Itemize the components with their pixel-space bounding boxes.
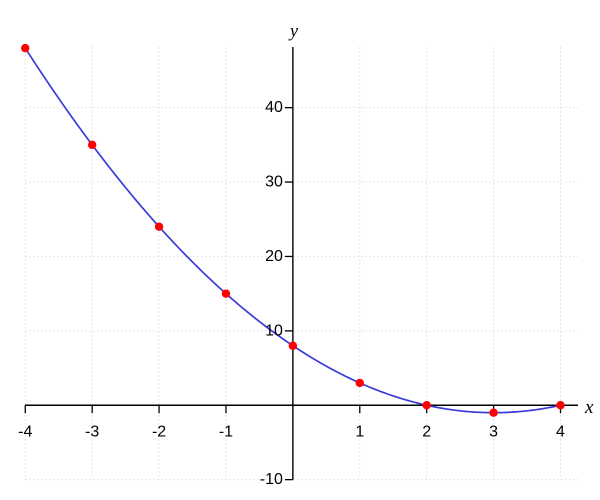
svg-text:10: 10	[265, 322, 283, 339]
svg-text:-10: -10	[260, 471, 283, 488]
svg-text:4: 4	[556, 423, 565, 440]
svg-text:-1: -1	[219, 423, 233, 440]
svg-text:1: 1	[355, 423, 364, 440]
svg-text:3: 3	[489, 423, 498, 440]
svg-text:-3: -3	[85, 423, 99, 440]
svg-text:y: y	[288, 21, 298, 41]
svg-text:x: x	[584, 397, 594, 418]
svg-text:30: 30	[265, 174, 283, 191]
svg-text:-4: -4	[18, 423, 32, 440]
svg-text:20: 20	[265, 248, 283, 265]
svg-text:40: 40	[265, 99, 283, 116]
svg-text:-2: -2	[152, 423, 166, 440]
svg-text:2: 2	[422, 423, 431, 440]
